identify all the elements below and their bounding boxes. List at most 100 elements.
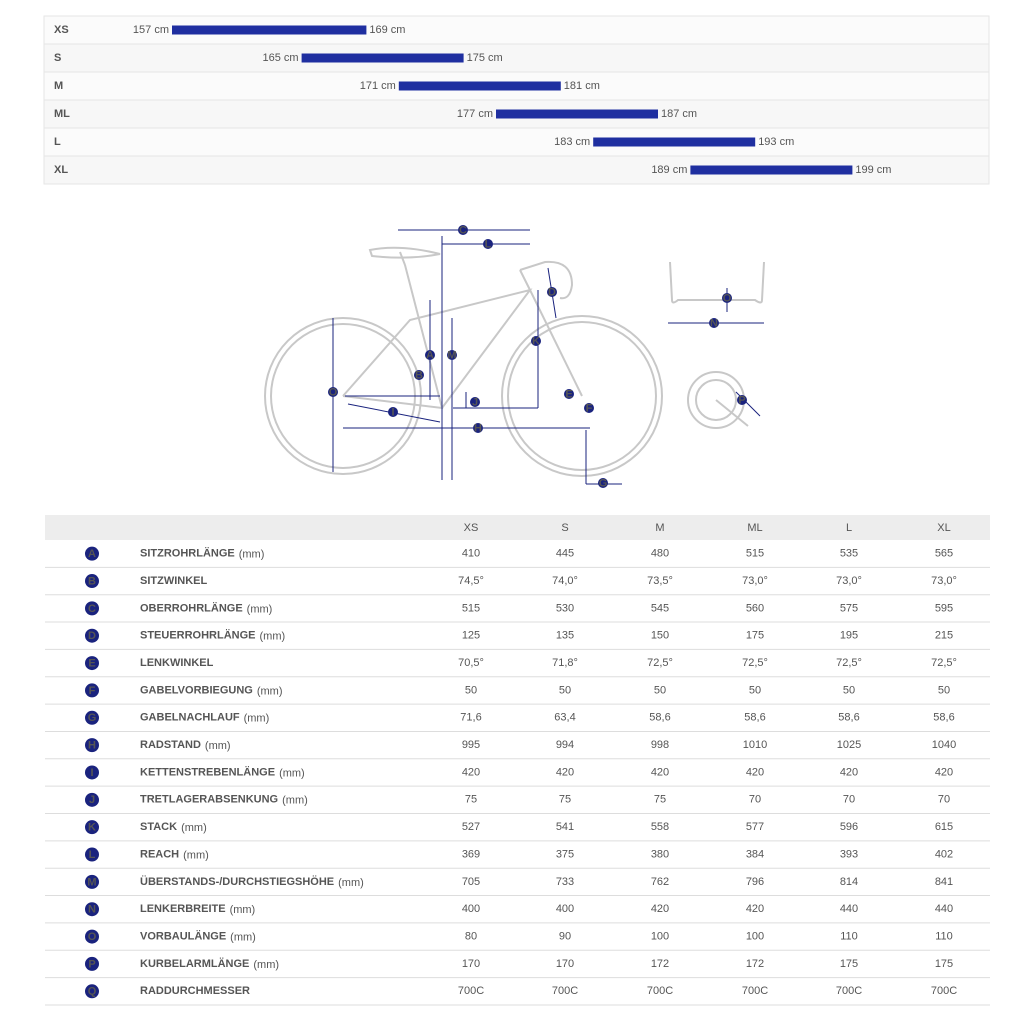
row-name: TRETLAGERABSENKUNG [140,794,278,806]
row-key-icon [85,738,99,753]
size-row [43,127,990,157]
cell-value: 73,0° [931,575,957,587]
cell-value: 369 [462,848,480,860]
row-name: KETTENSTREBENLÄNGE [140,765,275,778]
cell-value: 400 [556,903,574,915]
size-label: ML [54,108,70,120]
cell-value: 420 [651,903,669,915]
row-name: STACK [140,821,177,833]
diagram-marker [737,395,747,405]
cell-value: 100 [651,930,669,942]
row-unit: (mm) [257,685,283,697]
column-header: XL [937,522,950,534]
row-name: STEUERROHRLÄNGE [140,629,256,642]
cell-value: 170 [556,958,574,970]
diagram-marker [473,423,483,433]
row-unit: (mm) [260,631,286,643]
cell-value: 1025 [837,739,861,751]
range-max-label: 193 cm [758,136,794,148]
range-min-label: 171 cm [360,80,396,92]
cell-value: 515 [462,602,480,614]
diagram-letter: K [532,335,540,347]
cell-value: 110 [935,930,953,942]
cell-value: 420 [556,766,574,778]
cell-value: 535 [840,548,858,560]
cell-value: 195 [840,630,858,642]
range-max-label: 175 cm [467,52,503,64]
range-max-label: 181 cm [564,80,600,92]
size-range-bar [593,137,756,147]
cell-value: 700C [552,985,578,997]
size-range-bar [301,53,464,63]
diagram-marker [547,287,557,297]
row-unit: (mm) [247,603,273,615]
cell-value: 445 [556,548,574,560]
row-key-icon [85,792,99,807]
diagram-marker [470,397,480,407]
range-max-label: 187 cm [661,108,697,120]
row-key-icon [85,601,99,616]
diagram-marker [388,407,398,417]
diagram-letter: E [565,388,572,400]
diagram-marker [722,293,732,303]
row-key-icon [85,929,99,944]
row-name: RADSTAND [140,739,201,751]
cell-value: 420 [840,766,858,778]
cell-value: 72,5° [647,657,673,669]
cell-value: 75 [559,794,571,806]
row-key: E [88,657,95,669]
cell-value: 596 [840,821,858,833]
row-unit: (mm) [338,877,364,889]
cell-value: 814 [840,876,858,888]
row-key: Q [88,986,97,998]
row-name: VORBAULÄNGE [140,929,226,942]
column-header: S [561,522,568,534]
size-row [43,43,990,73]
size-label: XS [54,24,69,36]
row-key: O [88,931,97,943]
cell-value: 50 [465,684,477,696]
column-header: ML [747,522,762,534]
row-key-icon [85,574,99,589]
cell-value: 170 [462,958,480,970]
diagram-marker [598,478,608,488]
row-unit: (mm) [230,931,256,943]
cell-value: 71,8° [552,657,578,669]
diagram-marker [328,387,338,397]
cell-value: 73,5° [647,575,673,587]
cell-value: 74,5° [458,575,484,587]
cell-value: 50 [749,684,761,696]
cell-value: 90 [559,930,571,942]
diagram-letter: N [710,317,718,329]
size-label: S [54,52,61,64]
cell-value: 72,5° [742,657,768,669]
row-unit: (mm) [205,740,231,752]
cell-value: 841 [935,876,953,888]
row-key-icon [85,984,99,999]
size-range-bar [496,109,658,119]
range-min-label: 157 cm [133,24,169,36]
cell-value: 74,0° [552,575,578,587]
diagram-letter: F [586,402,593,414]
row-key: L [89,849,96,861]
cell-value: 615 [935,821,953,833]
cell-value: 110 [840,930,858,942]
row-unit: (mm) [282,795,308,807]
cell-value: 150 [651,630,669,642]
cell-value: 480 [651,548,669,560]
cell-value: 440 [840,903,858,915]
cell-value: 541 [556,821,574,833]
size-label: XL [54,164,68,176]
cell-value: 400 [462,903,480,915]
range-min-label: 189 cm [651,164,687,176]
cell-value: 58,6 [649,712,670,724]
row-name: SITZWINKEL [140,575,207,587]
cell-value: 73,0° [742,575,768,587]
cell-value: 700C [647,985,673,997]
row-unit: (mm) [244,713,270,725]
diagram-marker [414,370,424,380]
cell-value: 215 [935,630,953,642]
cell-value: 175 [746,630,764,642]
cell-value: 420 [651,766,669,778]
